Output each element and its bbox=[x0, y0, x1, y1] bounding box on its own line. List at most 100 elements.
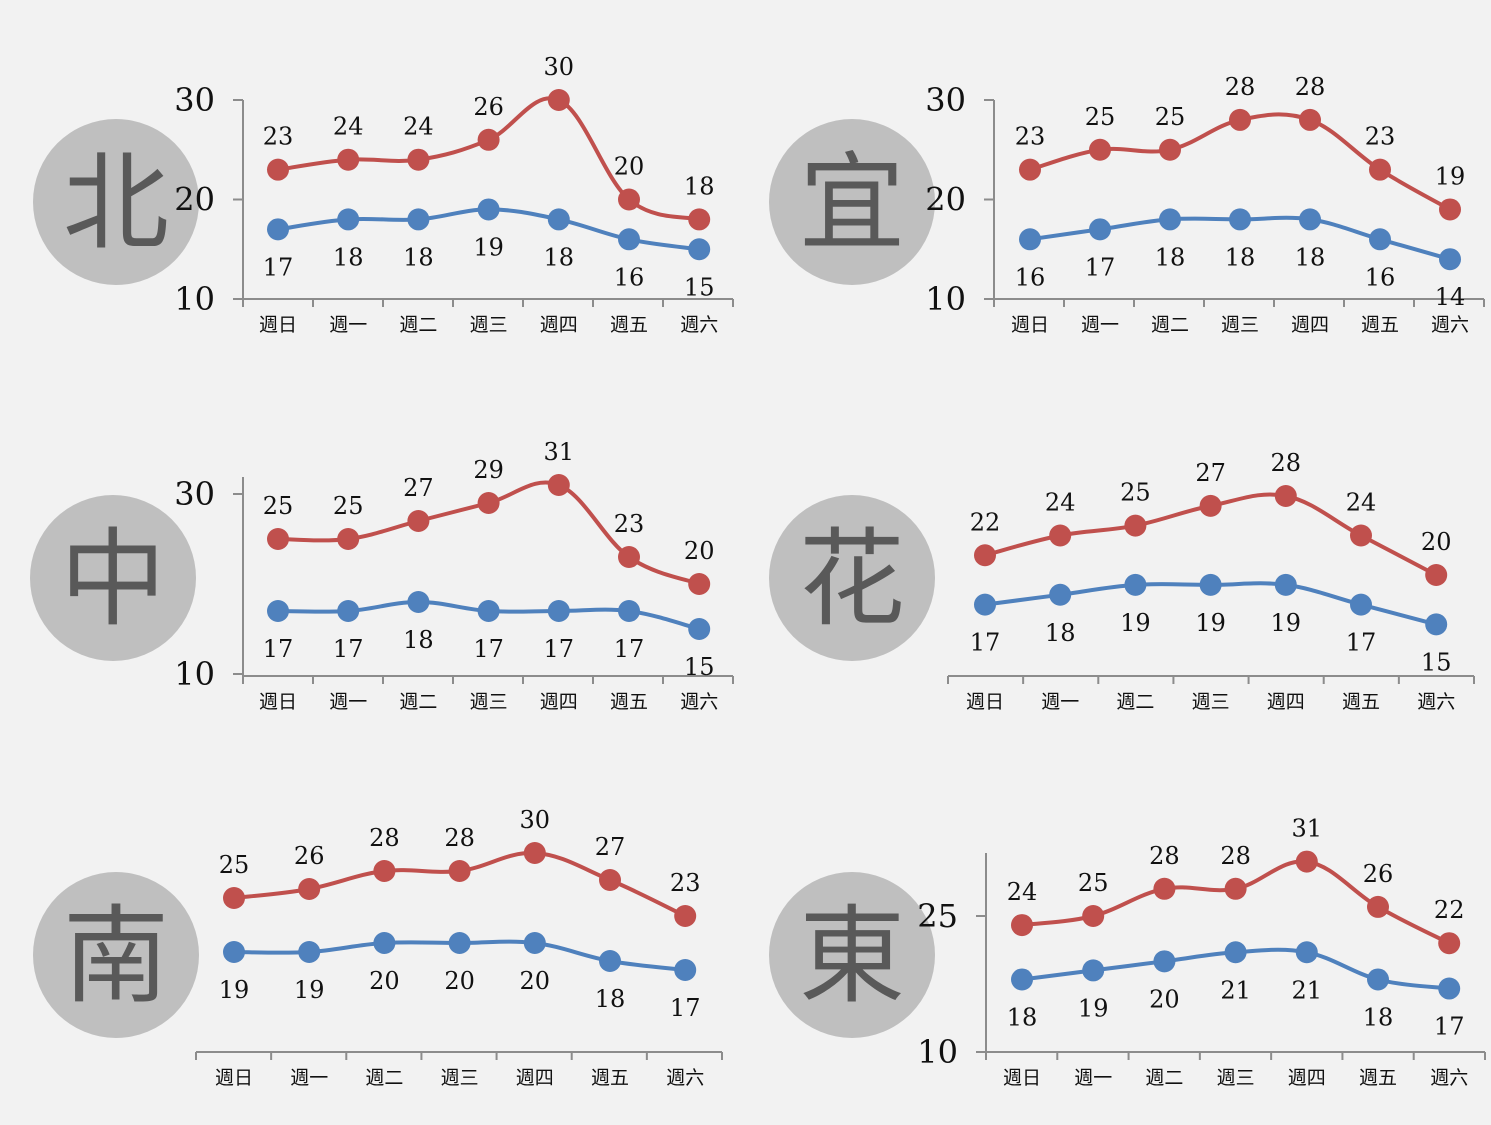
y-tick-label: 20 bbox=[925, 181, 966, 219]
low-temp-label: 20 bbox=[520, 967, 551, 995]
chart-panel: 北10 20 30 週日 週一 週二 週三 週四 週五 週六 23 24 24 26 30 20 18 17 18 1… bbox=[33, 53, 734, 336]
high-temp-point bbox=[618, 188, 640, 211]
low-temp-label: 19 bbox=[1120, 609, 1151, 637]
high-temp-point bbox=[1019, 158, 1041, 181]
low-temp-point bbox=[1425, 613, 1448, 636]
low-temp-point bbox=[1199, 573, 1222, 596]
low-temp-label: 16 bbox=[614, 263, 645, 291]
high-temp-label: 28 bbox=[1220, 842, 1251, 870]
low-temp-label: 19 bbox=[473, 233, 504, 261]
high-temp-label: 24 bbox=[333, 113, 364, 141]
high-temp-label: 24 bbox=[1007, 878, 1038, 906]
low-temp-point bbox=[1438, 977, 1461, 1000]
low-temp-point bbox=[267, 600, 289, 622]
x-tick-label: 週日 bbox=[966, 691, 1004, 713]
region-badge bbox=[30, 495, 196, 661]
low-temp-label: 18 bbox=[403, 243, 434, 271]
high-temp-label: 29 bbox=[473, 456, 504, 484]
high-temp-label: 28 bbox=[369, 824, 400, 852]
x-tick-label: 週五 bbox=[610, 691, 648, 713]
high-temp-point bbox=[1159, 138, 1181, 161]
low-temp-point bbox=[1019, 228, 1041, 251]
low-temp-point bbox=[1224, 941, 1247, 964]
high-temp-point bbox=[1367, 895, 1389, 918]
low-temp-point bbox=[267, 218, 289, 241]
high-temp-point bbox=[547, 474, 570, 496]
low-temp-label: 18 bbox=[1225, 243, 1256, 271]
low-temp-label: 16 bbox=[1365, 263, 1396, 291]
high-temp-label: 23 bbox=[263, 123, 294, 151]
chart-panel: 宜 10 20 30 週日 週一 週二 週三 週四 週五 週六 23 25 25 28 28 23 19 16 17 1… bbox=[769, 73, 1485, 336]
x-tick-label: 週日 bbox=[215, 1067, 253, 1089]
x-tick-label: 週四 bbox=[540, 691, 578, 713]
high-temp-point bbox=[1049, 524, 1072, 547]
high-temp-point bbox=[674, 905, 697, 927]
high-temp-point bbox=[974, 544, 996, 567]
low-temp-point bbox=[523, 932, 546, 954]
x-tick-label: 週三 bbox=[470, 691, 508, 713]
low-temp-label: 17 bbox=[263, 253, 294, 281]
x-tick-label: 週四 bbox=[516, 1067, 554, 1089]
high-temp-point bbox=[1425, 564, 1448, 586]
high-temp-point bbox=[1439, 198, 1461, 221]
region-badge-label: 南 bbox=[63, 895, 169, 1018]
low-temp-label: 17 bbox=[1346, 629, 1377, 657]
low-temp-label: 18 bbox=[1007, 1003, 1038, 1031]
low-temp-point bbox=[407, 591, 430, 613]
region-badge-label: 東 bbox=[799, 895, 905, 1018]
high-temp-point bbox=[688, 208, 711, 231]
high-temp-label: 31 bbox=[1292, 815, 1323, 843]
low-temp-label: 17 bbox=[473, 635, 504, 663]
high-temp-label: 25 bbox=[1155, 103, 1186, 131]
low-temp-label: 20 bbox=[369, 967, 400, 995]
x-tick-label: 週四 bbox=[1288, 1067, 1326, 1089]
x-tick-label: 週一 bbox=[1041, 691, 1079, 713]
low-temp-point bbox=[337, 600, 360, 622]
low-temp-label: 17 bbox=[1085, 253, 1116, 281]
high-temp-label: 31 bbox=[544, 438, 575, 466]
y-tick-label: 25 bbox=[917, 897, 958, 935]
high-temp-point bbox=[1274, 485, 1297, 507]
region-badge-label: 宜 bbox=[799, 142, 905, 265]
high-temp-label: 27 bbox=[1195, 459, 1226, 487]
region-badge bbox=[769, 872, 935, 1038]
x-tick-label: 週日 bbox=[1003, 1067, 1041, 1089]
high-temp-point bbox=[337, 528, 360, 550]
low-temp-point bbox=[547, 600, 570, 622]
low-temp-point bbox=[618, 600, 640, 622]
low-temp-point bbox=[1082, 959, 1105, 982]
x-tick-label: 週日 bbox=[1011, 314, 1049, 336]
y-tick-label: 20 bbox=[174, 181, 215, 219]
low-temp-point bbox=[1439, 248, 1461, 271]
x-tick-label: 週日 bbox=[259, 314, 297, 336]
x-tick-label: 週二 bbox=[399, 314, 437, 336]
high-temp-label: 28 bbox=[1295, 73, 1326, 101]
high-temp-label: 28 bbox=[444, 824, 475, 852]
high-temp-point bbox=[337, 148, 360, 171]
low-temp-point bbox=[1049, 583, 1072, 606]
high-temp-point bbox=[448, 860, 471, 882]
region-badge bbox=[769, 119, 935, 285]
high-temp-label: 18 bbox=[684, 172, 715, 200]
low-temp-label: 17 bbox=[1434, 1013, 1465, 1041]
low-temp-point bbox=[674, 959, 697, 981]
x-tick-label: 週三 bbox=[1221, 314, 1259, 336]
y-tick-label: 10 bbox=[174, 280, 215, 318]
low-temp-label: 17 bbox=[544, 635, 575, 663]
low-temp-point bbox=[1274, 573, 1297, 596]
low-temp-label: 20 bbox=[444, 967, 475, 995]
low-temp-point bbox=[1295, 941, 1318, 964]
high-temp-label: 30 bbox=[520, 806, 551, 834]
x-tick-label: 週一 bbox=[329, 314, 367, 336]
x-tick-label: 週五 bbox=[1342, 691, 1380, 713]
low-temp-point bbox=[1229, 208, 1251, 231]
high-temp-label: 25 bbox=[1120, 479, 1151, 507]
high-temp-point bbox=[618, 546, 640, 568]
low-temp-label: 21 bbox=[1292, 976, 1323, 1004]
x-tick-label: 週三 bbox=[470, 314, 508, 336]
high-temp-point bbox=[1153, 877, 1176, 900]
x-tick-label: 週三 bbox=[441, 1067, 479, 1089]
high-temp-point bbox=[1295, 850, 1318, 873]
high-temp-label: 25 bbox=[1085, 103, 1116, 131]
region-badge-label: 中 bbox=[60, 518, 166, 641]
